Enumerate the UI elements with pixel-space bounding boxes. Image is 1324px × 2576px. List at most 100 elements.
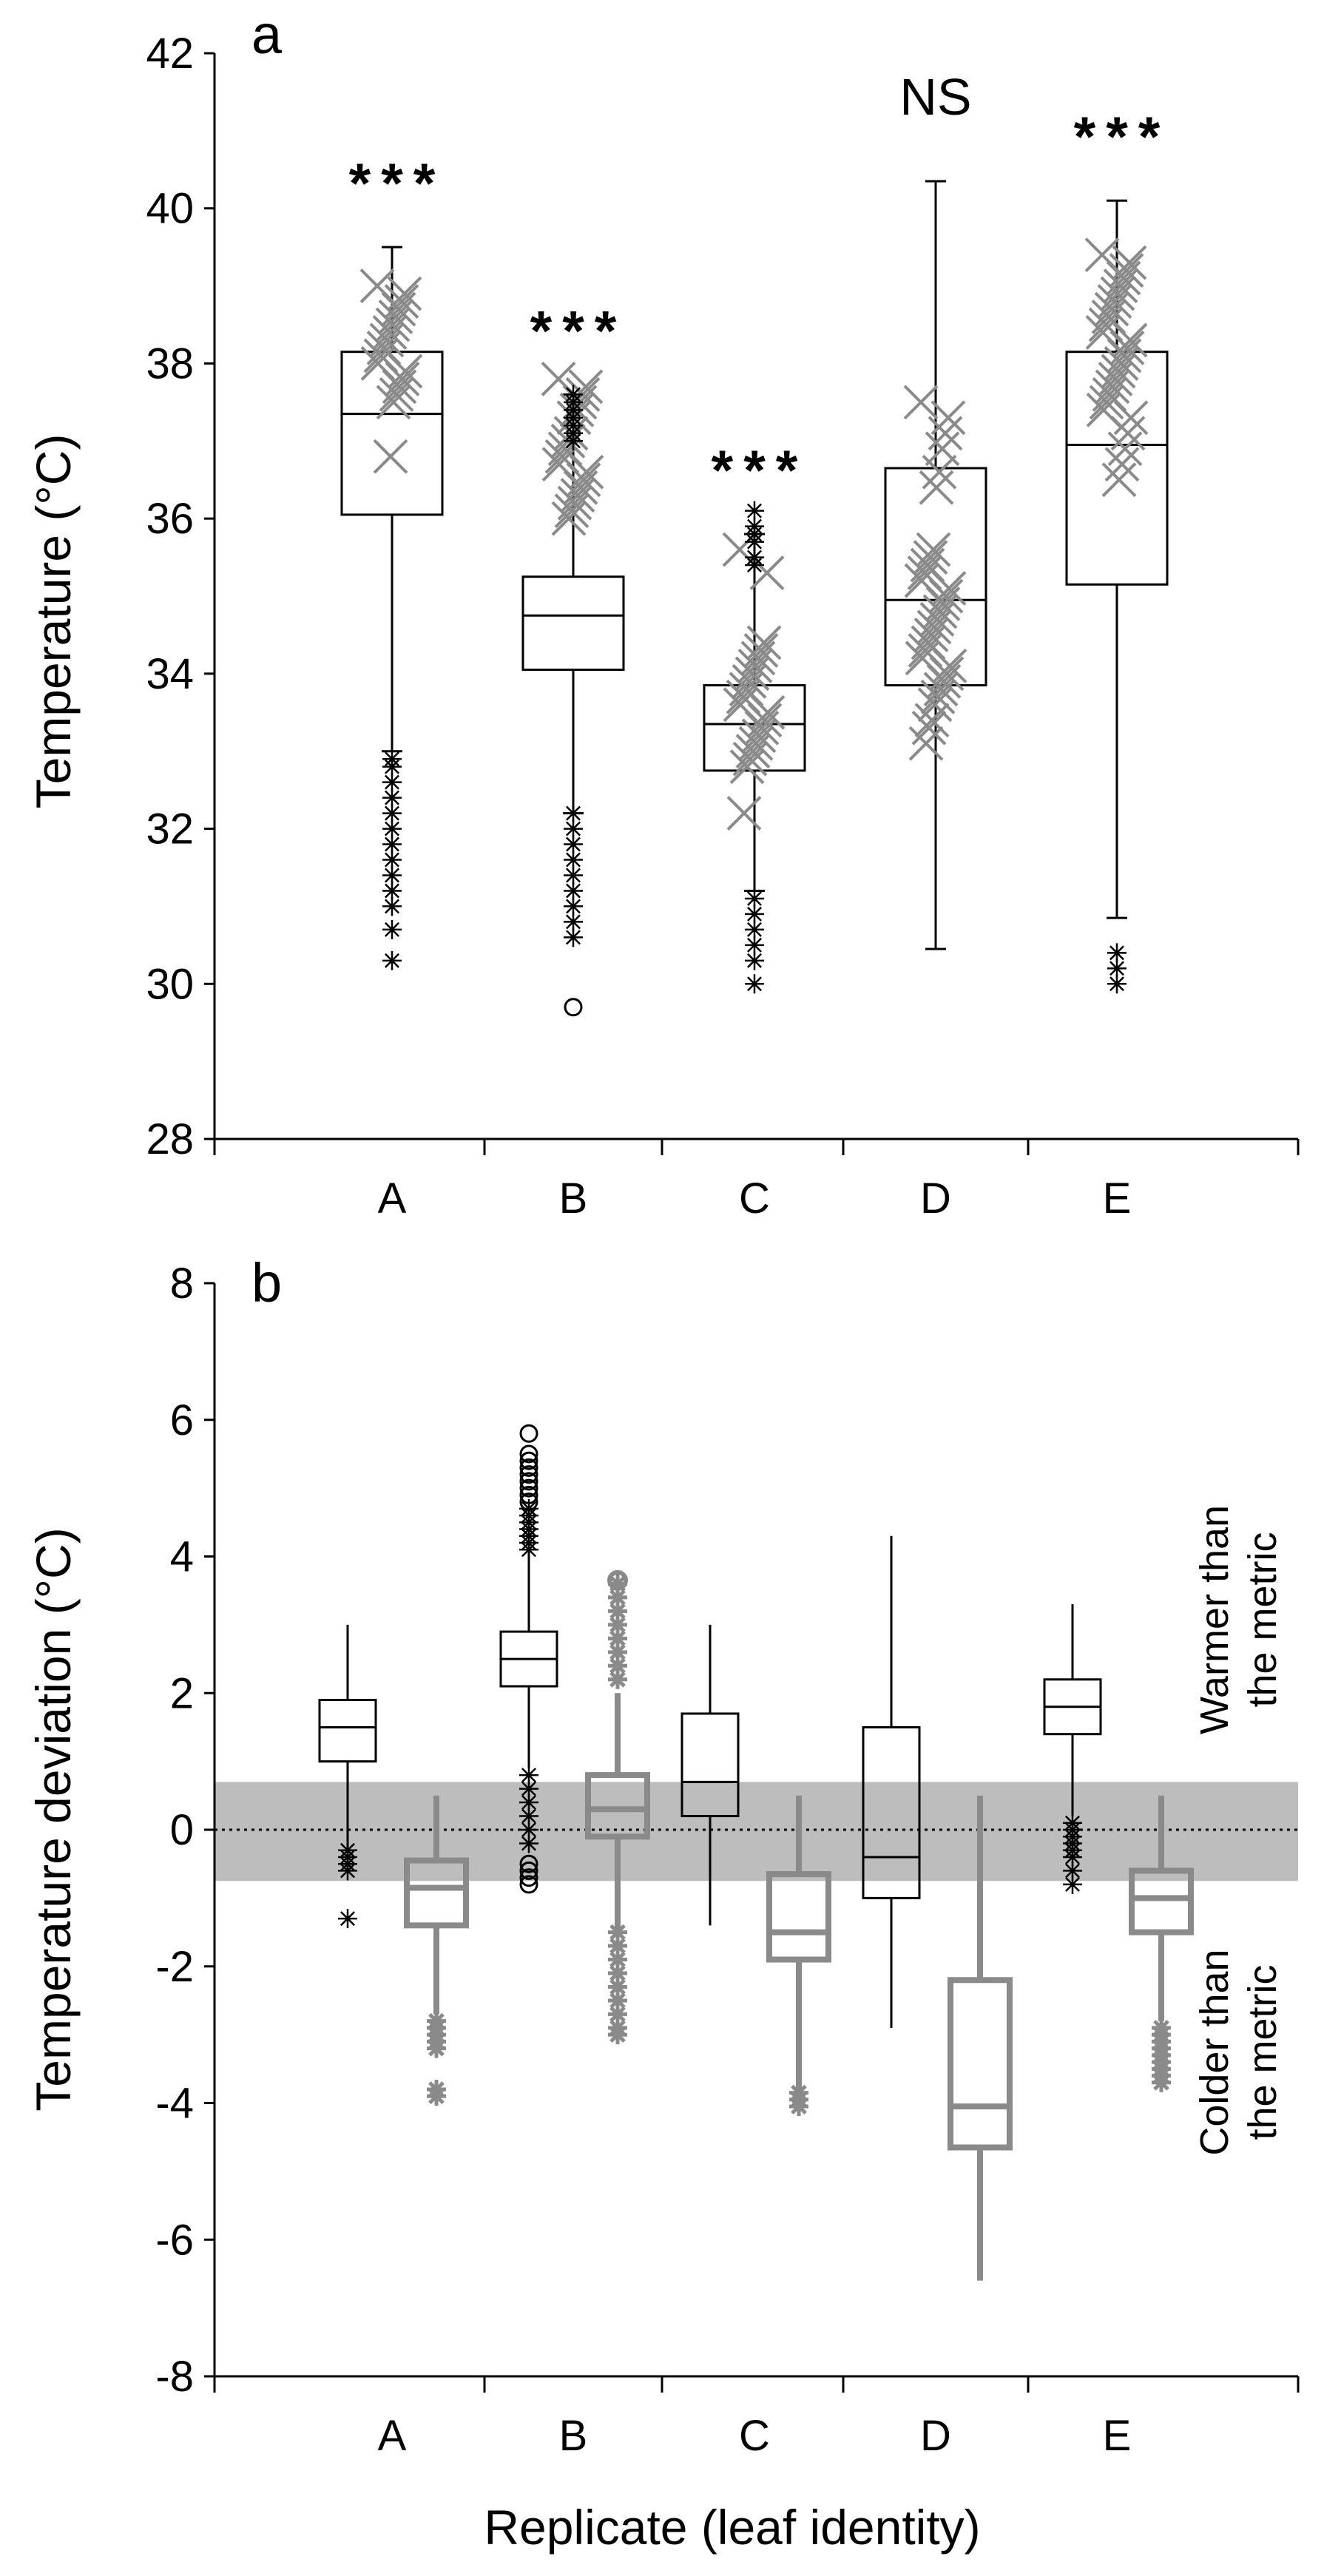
panel-b-black-box-b-outlier-black <box>519 1806 538 1826</box>
panel-b-gray-box-b-outlier-gray <box>608 1601 627 1621</box>
panel-a-box-b-outlier-gray <box>554 493 590 529</box>
panel-a-box-e-outlier-gray <box>1104 447 1140 482</box>
panel-b-y-tick-label: -6 <box>155 2216 194 2264</box>
panel-b-black-box-a-iqr-box <box>318 1698 377 1763</box>
panel-a-box-c-outlier-gray <box>749 555 785 590</box>
panel-b-black-box-b-outlier-circle <box>519 1492 538 1512</box>
panel-a-x-tick-label-d: D <box>920 1174 951 1223</box>
panel-a-box-a-outlier-black <box>382 950 402 970</box>
panel-a-y-tick-label: 32 <box>146 805 194 853</box>
panel-a-box-c-outlier-gray <box>729 749 765 785</box>
panel-a-box-a-outlier-gray <box>373 439 408 474</box>
panel-a-box-e-outlier-black <box>1107 943 1127 963</box>
panel-b-y-tick-label: 0 <box>170 1806 194 1854</box>
panel-a-box-b-outlier-gray <box>551 501 587 536</box>
panel-a-box-e-outlier-black <box>1107 974 1127 994</box>
panel-b-black-box-b-outlier-circle <box>519 1472 538 1491</box>
panel-b-gray-box-c-iqr-box <box>766 1871 831 1963</box>
panel-b-gray-box-b-iqr-box <box>585 1772 650 1840</box>
panel-a-box-b-outlier-black <box>564 431 583 451</box>
panel-b-x-tick-label-a: A <box>378 2412 407 2460</box>
panel-a-box-d-outlier-gray <box>930 400 966 436</box>
panel-b-gray-box-b-outlier-gray <box>608 1936 627 1956</box>
panel-b-gray-box-b-outlier-gray <box>608 1587 627 1607</box>
panel-a-box-d-outlier-gray <box>920 679 956 714</box>
panel-b-black-box-a-outlier-black <box>338 1909 357 1929</box>
panel-a-box-d-outlier-gray <box>911 710 947 746</box>
panel-b-black-box-b-outlier-circle <box>519 1465 538 1484</box>
panel-b-black-box-b-outlier-black <box>519 1793 538 1813</box>
panel-b-y-tick-label: 4 <box>170 1533 194 1581</box>
panel-a-box-d-outlier-gray <box>928 416 963 451</box>
panel-a-box-d-outlier-gray <box>917 687 953 723</box>
panel-a-box-b-outlier-circle <box>564 998 583 1017</box>
panel-b-black-box-b-outlier-circle <box>519 1861 538 1880</box>
annotation-colder-line-2: the metric <box>1240 1964 1285 2140</box>
panel-b-gray-box-e-iqr-box <box>1129 1867 1194 1936</box>
panel-a-box-b-iqr-box <box>521 575 625 672</box>
panel-a-box-c-outlier-black <box>745 555 764 575</box>
panel-a-box-b-outlier-black <box>564 819 583 839</box>
panel-a-box-b-outlier-black <box>564 927 583 947</box>
panel-b-black-box-e-outlier-black <box>1063 1874 1082 1894</box>
annotation-warmer-line-1: Warmer than <box>1192 1505 1237 1734</box>
panel-a-box-a-significance-label: *** <box>349 152 446 215</box>
panel-a-box-e-outlier-gray <box>1089 385 1124 420</box>
panel-a-box-d-outlier-gray <box>919 470 954 505</box>
panel-b-axes: -8 -6 -4 -2 0 2 4 6 8 A B C D E <box>155 1260 1300 2460</box>
panel-a-box-a-iqr-box <box>340 351 444 516</box>
panel-b-gray-box-b-outlier-circle <box>607 1569 628 1591</box>
panel-b-gray-box-a-outlier-gray <box>427 2086 446 2106</box>
panel-b-black-box-d-iqr-box <box>862 1725 921 1899</box>
panel-b-black-box-b-outlier-black <box>519 1833 538 1853</box>
panel-a-y-tick-label: 36 <box>146 495 194 543</box>
panel-b-gray-box-b-outlier-gray <box>608 1669 627 1689</box>
panel-b-black-box-b-outlier-circle <box>519 1424 538 1443</box>
panel-a-y-tick-label: 42 <box>146 30 194 78</box>
panel-a-box-c-outlier-black <box>745 950 764 970</box>
panel-a-box-c-outlier-gray <box>732 741 768 777</box>
panel-b-gray-box-b-outlier-gray <box>608 1629 627 1649</box>
panel-a-x-tick-label-a: A <box>378 1174 407 1223</box>
panel-b-black-box-b-outlier-circle <box>519 1854 538 1873</box>
panel-b-y-tick-label: -4 <box>155 2080 194 2128</box>
panel-b-black-box-b-outlier-circle <box>519 1444 538 1464</box>
panel-b-x-tick-label-c: C <box>739 2412 770 2460</box>
panel-b-y-tick-label: 8 <box>170 1260 194 1308</box>
panel-a-box-b-outlier-black <box>564 803 583 823</box>
panel-b-black-box-b-outlier-black <box>519 1540 538 1560</box>
panel-a-temperature: 28 30 32 34 36 38 40 42 A B C D E *** *** *** NS *** a T… <box>26 4 1300 1223</box>
panel-b-black-box-a-outlier-black <box>338 1861 357 1881</box>
panel-a-box-e-outlier-gray <box>1113 400 1149 436</box>
panel-b-black-box-c-iqr-box <box>680 1712 740 1818</box>
panel-a-box-a-outlier-black <box>382 896 402 916</box>
panel-b-y-tick-label: -8 <box>155 2353 194 2401</box>
panel-a-box-e-outlier-gray <box>1101 462 1137 498</box>
panel-a-box-a-outlier-gray <box>379 376 414 412</box>
panel-a-box-b-significance-label: *** <box>530 300 627 362</box>
panel-a-marks: *** *** *** NS *** <box>340 68 1171 1017</box>
panel-a-box-a-outlier-black <box>382 803 402 823</box>
panel-b-gray-box-b-outlier-gray <box>608 1950 627 1970</box>
panel-a-box-d-outlier-gray <box>903 385 939 420</box>
panel-a-box-d-outlier-gray <box>914 703 950 738</box>
annotation-warmer-line-2: the metric <box>1240 1532 1285 1707</box>
panel-a-box-a-outlier-gray <box>376 385 411 420</box>
panel-b-x-tick-label-d: D <box>920 2412 951 2460</box>
panel-b-black-box-b-outlier-circle <box>519 1485 538 1504</box>
panel-b-black-box-b-outlier-circle <box>519 1451 538 1470</box>
reference-band <box>215 1782 1298 1882</box>
panel-b-marks <box>318 1424 1194 2281</box>
panel-b-black-box-b-outlier-circle <box>519 1868 538 1887</box>
panel-a-box-d-significance-label: NS <box>899 68 971 126</box>
panel-a-box-c-outlier-gray <box>726 796 762 831</box>
panel-a-box-e-significance-label: *** <box>1074 106 1171 169</box>
panel-b-label: b <box>251 1252 282 1314</box>
panel-b-black-box-b-outlier-circle <box>519 1458 538 1477</box>
panel-b-gray-box-a-iqr-box <box>404 1857 469 1929</box>
panel-a-box-e-outlier-gray <box>1110 416 1146 451</box>
panel-b-gray-box-e-outlier-gray <box>1152 2072 1171 2092</box>
panel-a-y-tick-label: 34 <box>146 650 194 698</box>
panel-b-y-tick-label: 6 <box>170 1396 194 1444</box>
panel-a-y-axis-title: Temperature (°C) <box>26 434 81 809</box>
